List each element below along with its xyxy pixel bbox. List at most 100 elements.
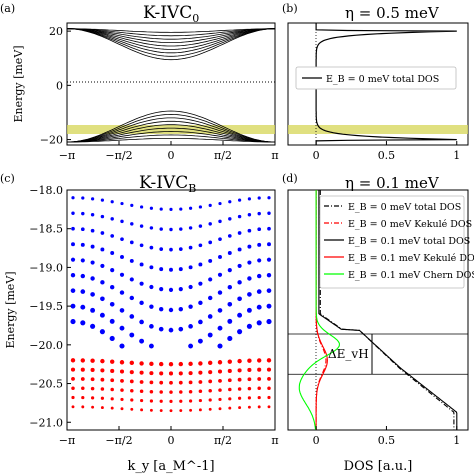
panel-c-ytick-label: −20.5 [29,378,63,391]
panel-c-ytick-label: −19.0 [29,261,63,274]
panel-c-point-red [238,406,242,410]
panel-c-point-blue [100,214,105,219]
panel-c-point-red [247,405,251,409]
panel-c-point-red [267,377,271,381]
panel-c-point-red [100,358,105,364]
panel-c-point-red [178,361,183,367]
panel-c-point-red [169,380,173,385]
panel-c-point-red [247,358,252,363]
panel-c-point-blue [198,224,203,228]
panel-b-xtick-label: 0 [313,149,320,162]
panel-a-upper-band-line [66,28,276,61]
panel-c-ytick-label: −18.5 [29,223,63,236]
panel-d-ticks: 0 0.5 1 [313,426,460,447]
panel-c-point-red [110,368,115,374]
panel-c-point-red [247,367,252,373]
panel-c-point-red [81,395,85,400]
panel-c-point-blue [120,255,124,259]
panel-a-xtick-label: 0 [168,149,175,162]
panel-c: −π −π/2 0 π/2 π −18.0 −18.5 −19.0 −19.5 −20.0 −20.… [0,172,279,474]
panel-c-xtick-label: −π [59,434,75,447]
panel-c-point-blue [178,326,184,332]
panel-c-xlabel: k_y [a_M^-1] [127,459,214,474]
panel-c-point-red [139,370,144,375]
panel-a-lower-band-line [66,113,276,143]
panel-c-point-red [140,408,144,412]
panel-c-point-red [81,386,85,391]
panel-c-point-blue [90,276,95,281]
panel-c-point-blue [169,227,173,232]
panel-c-point-red [110,387,114,392]
panel-c-point-red [100,406,104,410]
panel-c-point-red [217,360,223,365]
panel-c-point-blue [130,203,134,207]
panel-c-point-blue [227,268,232,273]
panel-c-point-blue [178,306,183,312]
panel-c-point-red [80,367,85,372]
panel-c-point-blue [109,301,115,307]
panel-c-point-blue [129,314,135,319]
panel-c-point-blue [90,228,95,233]
panel-c-point-blue [208,258,213,263]
panel-c-point-blue [267,211,271,215]
panel-c-point-blue [109,318,115,324]
panel-c-point-blue [129,277,134,282]
panel-c-point-red [237,368,242,373]
panel-c-point-blue [169,207,173,211]
panel-c-point-red [70,358,76,363]
panel-c-point-blue [139,281,144,286]
panel-c-point-red [100,377,105,382]
panel-b-xtick-label: 0.5 [378,149,396,162]
panel-b-legend-box [295,66,457,90]
panel-a-label: (a) [0,2,15,15]
panel-a-bands [66,28,276,143]
panel-c-point-blue [100,296,105,302]
panel-c-point-blue [267,196,271,200]
panel-c-point-blue [207,332,213,338]
panel-c-point-red [110,406,114,410]
panel-c-point-red [257,405,261,409]
panel-c-point-blue [198,281,203,286]
panel-c-point-red [189,408,193,412]
panel-d-legend-box [319,195,465,289]
panel-c-point-blue [237,312,243,318]
panel-c-point-red [149,371,154,376]
panel-c-point-blue [81,211,85,216]
panel-c-label: (c) [0,172,15,185]
panel-c-point-blue [80,258,85,263]
panel-c-point-blue [266,303,272,309]
panel-d-legend: E_B = 0 meV total DOS E_B = 0 meV Kekulé … [324,202,474,281]
panel-c-point-blue [120,219,124,224]
panel-c-point-blue [256,320,262,326]
panel-c-point-blue [267,226,271,231]
panel-d-title: η = 0.1 meV [345,174,440,192]
panel-a-upper-band-line [66,28,276,54]
panel-c-point-red [139,389,144,394]
panel-c-point-blue [90,260,95,265]
panel-c-point-blue [256,304,262,310]
panel-c-point-blue [71,196,75,200]
panel-c-point-blue [159,227,163,231]
panel-a-lower-band-line [67,134,275,143]
panel-c-point-red [188,361,193,367]
panel-c-point-blue [267,242,271,247]
panel-c-point-red [119,369,125,374]
panel-c-point-blue [168,287,174,292]
panel-c-point-red [228,387,232,392]
panel-c-point-red [80,377,85,381]
panel-c-point-blue [256,289,262,294]
panel-b-label: (b) [282,2,298,15]
panel-d-legend-label: E_B = 0 meV Kekulé DOS [348,219,472,230]
panel-c-point-blue [90,307,96,313]
panel-c-point-blue [159,247,164,251]
panel-c-point-blue [266,288,272,293]
panel-c-point-red [129,370,134,375]
panel-a-title: K-IVC0 [143,3,199,25]
panel-c-point-red [130,407,134,411]
panel-c-point-blue [198,205,202,209]
panel-c-point-red [90,377,95,382]
panel-c-point-blue [188,343,194,349]
panel-c-point-blue [208,240,213,245]
panel-c-point-red [139,380,144,384]
panel-c-point-blue [71,226,75,231]
